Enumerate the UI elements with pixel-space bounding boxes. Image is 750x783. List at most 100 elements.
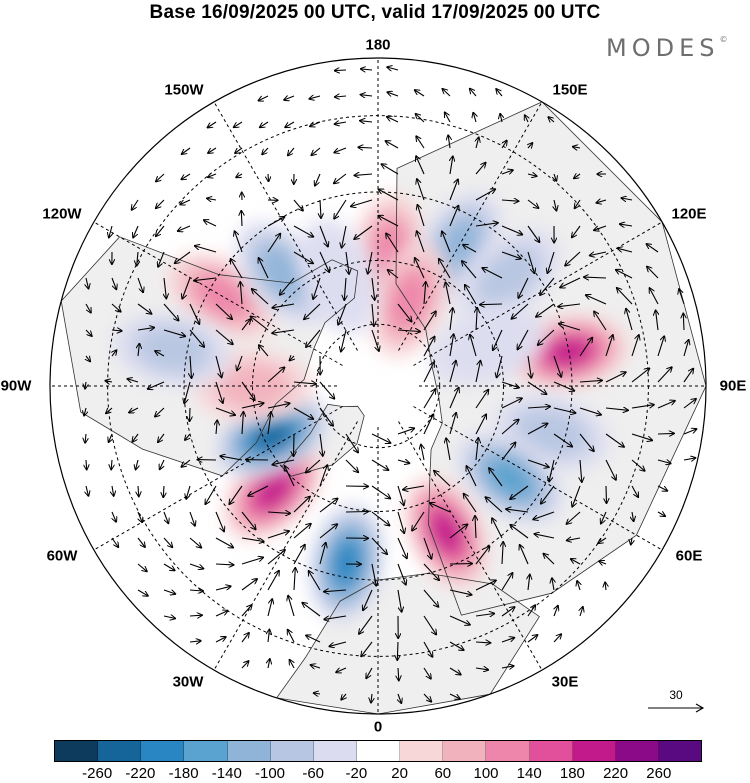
wind-vector bbox=[449, 641, 464, 650]
wind-vector bbox=[397, 511, 404, 533]
wind-vector bbox=[548, 251, 555, 273]
wind-vector bbox=[235, 147, 243, 153]
wind-vector bbox=[501, 443, 515, 461]
wind-vector bbox=[86, 356, 90, 361]
wind-vector bbox=[137, 563, 147, 571]
wind-vector bbox=[423, 667, 431, 679]
wind-vector bbox=[137, 589, 148, 596]
wind-vector bbox=[412, 511, 425, 531]
wind-vector bbox=[397, 485, 404, 505]
wind-vector bbox=[518, 329, 529, 349]
wind-vector bbox=[476, 308, 477, 331]
wind-vector bbox=[398, 693, 401, 703]
wind-vector bbox=[359, 615, 373, 634]
wind-vector bbox=[288, 630, 295, 643]
wind-vector bbox=[304, 303, 321, 319]
wind-vector bbox=[371, 563, 376, 586]
logo-mark: © bbox=[719, 35, 728, 44]
wind-vector bbox=[215, 611, 228, 617]
wind-vector bbox=[335, 96, 347, 97]
wind-vector bbox=[527, 424, 547, 435]
wind-vector bbox=[527, 199, 538, 208]
wind-vector bbox=[657, 367, 672, 383]
wind-vector bbox=[446, 283, 451, 305]
wind-vector bbox=[631, 537, 632, 544]
wind-vector bbox=[309, 571, 321, 591]
wind-vector bbox=[306, 459, 321, 473]
wind-vector bbox=[129, 407, 139, 413]
wind-vector bbox=[111, 459, 112, 469]
wind-vector bbox=[186, 485, 191, 499]
wind-vector bbox=[215, 407, 235, 415]
wind-vector bbox=[554, 199, 556, 211]
wind-vector bbox=[594, 312, 607, 331]
wind-vector bbox=[156, 173, 165, 181]
wind-vector bbox=[574, 174, 581, 178]
wind-vector bbox=[86, 485, 88, 496]
wind-vector bbox=[320, 199, 321, 218]
wind-vector bbox=[241, 605, 252, 617]
wind-vector bbox=[482, 268, 503, 279]
colorbar-tick-label: 260 bbox=[646, 765, 672, 782]
wind-vector bbox=[501, 638, 514, 643]
wind-vector bbox=[475, 223, 498, 227]
wind-vector bbox=[215, 586, 231, 591]
wind-vector bbox=[293, 524, 311, 539]
wind-vector bbox=[164, 277, 166, 298]
wind-vector bbox=[360, 121, 373, 122]
wind-vector bbox=[475, 189, 495, 201]
wind-vector bbox=[683, 429, 696, 435]
wind-vector bbox=[241, 579, 257, 591]
wind-vector bbox=[310, 96, 321, 99]
colorbar-swatch bbox=[400, 741, 444, 761]
wind-vector bbox=[501, 381, 519, 388]
wind-vector bbox=[450, 157, 453, 175]
wind-vector bbox=[363, 589, 373, 610]
wind-vector bbox=[489, 468, 503, 487]
wind-vector bbox=[397, 428, 414, 435]
wind-vector bbox=[111, 537, 118, 547]
wind-vector bbox=[351, 199, 373, 206]
wind-vector bbox=[620, 224, 633, 226]
wind-vector bbox=[319, 225, 328, 247]
wind-vector bbox=[272, 329, 295, 333]
wind-vector bbox=[109, 433, 112, 442]
colorbar-swatch bbox=[615, 741, 659, 761]
wind-vector bbox=[403, 485, 425, 490]
wind-vector bbox=[501, 200, 519, 201]
wind-vector bbox=[354, 225, 373, 239]
wind-vector bbox=[312, 147, 321, 155]
wind-vector bbox=[290, 660, 294, 669]
wind-vector bbox=[416, 114, 425, 123]
wind-vector bbox=[184, 381, 191, 403]
wind-vector bbox=[418, 205, 425, 227]
wind-vector bbox=[361, 641, 373, 656]
lon-label-180: 180 bbox=[365, 36, 391, 54]
modes-logo: MODES© bbox=[606, 34, 727, 62]
wind-vector bbox=[573, 147, 581, 148]
wind-vector bbox=[470, 89, 477, 97]
wind-vector bbox=[475, 642, 490, 643]
wind-vector bbox=[341, 693, 346, 700]
wind-vector bbox=[138, 485, 139, 496]
wind-vector bbox=[334, 199, 347, 219]
wind-vector bbox=[657, 512, 665, 516]
wind-vector bbox=[475, 547, 489, 565]
wind-vector bbox=[319, 543, 326, 565]
wind-vector bbox=[319, 381, 334, 399]
wind-vector bbox=[252, 289, 269, 305]
wind-vector bbox=[496, 89, 503, 97]
wind-vector bbox=[397, 460, 409, 463]
wind-vector bbox=[565, 251, 581, 266]
wind-vector bbox=[324, 590, 347, 592]
wind-vector bbox=[386, 234, 399, 253]
wind-vector bbox=[251, 317, 269, 331]
wind-vector bbox=[605, 459, 616, 480]
wind-vector bbox=[605, 372, 626, 383]
wind-vector bbox=[345, 512, 368, 513]
colorbar-swatch bbox=[572, 741, 616, 761]
wind-vector bbox=[285, 121, 295, 127]
colorbar-swatch bbox=[356, 741, 401, 761]
wind-vector bbox=[371, 511, 389, 525]
